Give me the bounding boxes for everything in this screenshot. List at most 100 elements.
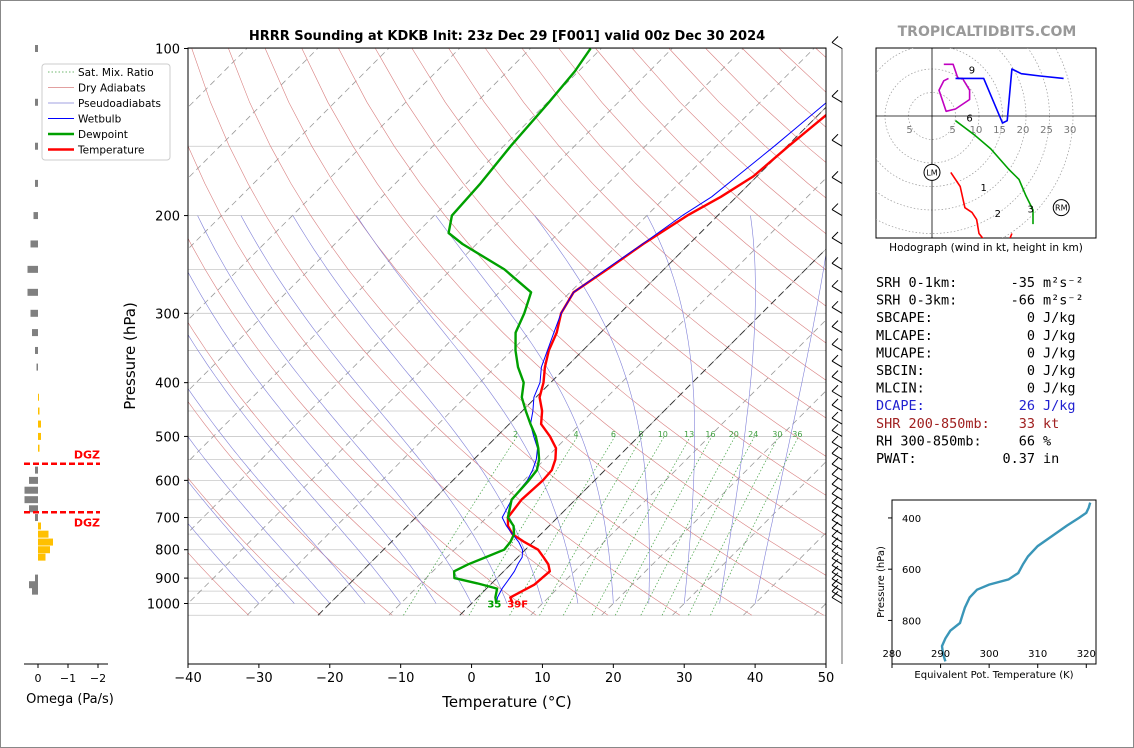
- index-value: -35: [1011, 275, 1035, 291]
- dry-adiabat: [191, 48, 681, 616]
- isotherm-line: [601, 390, 826, 616]
- theta-e-frame: [891, 499, 1097, 665]
- hodograph-inner: 5 10 15 20 25 30 5 9 6 1 2 3 LM RM: [876, 48, 1096, 238]
- key-isotherm-line: [459, 248, 826, 616]
- dry-adiabat: [188, 477, 321, 616]
- mixing-ratio-line: [509, 436, 616, 616]
- hodograph-ring-label: 10: [970, 125, 983, 136]
- surface-temperature-label: 39F: [507, 600, 528, 611]
- legend-entry: Dewpoint: [78, 129, 128, 141]
- hodograph-height-label: 9: [969, 66, 975, 77]
- index-label: MLCIN:: [876, 381, 925, 397]
- storm-motion-label: LM: [926, 168, 937, 177]
- index-value: 0.37: [1002, 451, 1035, 467]
- wind-barb-flag: [831, 133, 839, 141]
- omega-bar: [29, 581, 38, 589]
- wind-barb: [831, 306, 843, 314]
- wind-barb: [831, 360, 843, 368]
- pseudoadiabat: [188, 522, 260, 604]
- hodograph-height-label: 3: [1028, 204, 1034, 215]
- hodograph-ring-label: 25: [1040, 125, 1053, 136]
- omega-bar: [38, 530, 49, 538]
- y-tick-label: 900: [155, 572, 180, 587]
- omega-bar: [38, 432, 41, 440]
- omega-bar: [38, 546, 50, 554]
- dry-adiabat: [521, 48, 826, 344]
- index-unit: J/kg: [1043, 328, 1076, 344]
- omega-axis-label: Omega (Pa/s): [26, 692, 114, 707]
- wind-barb-flag: [831, 513, 839, 521]
- mixing-ratio-label: 2: [513, 430, 518, 439]
- wind-barb: [831, 417, 843, 425]
- wind-barb: [831, 597, 843, 604]
- omega-tick-label: 0: [35, 672, 42, 685]
- wind-barb-flag: [831, 521, 839, 529]
- isotherm-line: [388, 177, 826, 616]
- omega-bar: [35, 179, 38, 187]
- y-tick-label: 700: [155, 512, 180, 527]
- wind-barb-flag: [831, 89, 839, 97]
- wind-barb-flag: [831, 572, 839, 580]
- pseudoadiabat: [435, 215, 614, 604]
- isotherm-line: [188, 48, 673, 534]
- hodograph-caption: Hodograph (wind in kt, height in km): [889, 242, 1083, 254]
- omega-bar: [38, 522, 41, 530]
- pseudoadiabat: [188, 388, 366, 604]
- x-tick-label: −20: [316, 671, 343, 686]
- wind-barb: [831, 502, 843, 510]
- omega-bar: [38, 393, 39, 401]
- wind-barb: [831, 564, 843, 572]
- omega-bar: [35, 574, 38, 582]
- y-tick-label: 100: [155, 43, 180, 58]
- wind-barb: [831, 429, 843, 437]
- wind-barb-flag: [831, 171, 839, 178]
- pseudoadiabat: [188, 271, 437, 604]
- dgz-label: DGZ: [74, 516, 100, 529]
- watermark: TROPICALTIDBITS.COM: [898, 24, 1077, 40]
- index-label: RH 300-850mb:: [876, 433, 982, 449]
- index-label: SRH 0-1km:: [876, 275, 957, 291]
- wind-barb-flag: [831, 468, 839, 475]
- wind-barb: [831, 390, 843, 398]
- wind-barb-flag: [831, 505, 839, 512]
- legend-entry: Temperature: [77, 145, 145, 157]
- wind-barb-flag: [831, 477, 839, 485]
- theta-e-x-tick-label: 300: [980, 649, 999, 660]
- wind-barb-flag: [831, 457, 839, 465]
- x-axis-label: Temperature (°C): [441, 693, 571, 711]
- wind-barb-flag: [831, 487, 839, 495]
- wind-barb-flag: [831, 203, 839, 210]
- hodograph-ring-label: 5: [949, 125, 955, 136]
- omega-bar: [30, 240, 38, 248]
- dry-adiabat: [188, 145, 609, 616]
- wind-barbs: [831, 36, 843, 664]
- x-tick-label: −30: [245, 671, 272, 686]
- omega-bar: [35, 346, 38, 354]
- index-label: DCAPE:: [876, 398, 925, 414]
- x-tick-label: 20: [605, 671, 622, 686]
- index-label: PWAT:: [876, 451, 917, 467]
- wind-barb-flag: [831, 257, 839, 264]
- index-unit: in: [1043, 451, 1059, 467]
- omega-bar: [36, 363, 38, 371]
- x-tick-label: 0: [467, 671, 475, 686]
- mixing-ratio-label: 10: [658, 430, 668, 439]
- isotherm-line: [0, 49, 34, 616]
- pseudoadiabat: [754, 252, 826, 604]
- index-value: 0: [1027, 328, 1035, 344]
- storm-motion-marker: [1052, 199, 1070, 217]
- wind-barb-flag: [831, 231, 839, 239]
- pseudoadiabat: [534, 215, 650, 604]
- mixing-ratio-label: 4: [573, 430, 578, 439]
- index-unit: J/kg: [1043, 310, 1076, 326]
- mixing-ratio-line: [710, 436, 799, 616]
- pseudoadiabat: [719, 215, 756, 604]
- hodograph-height-label: 1: [981, 183, 987, 194]
- isotherm-line: [246, 48, 815, 616]
- wind-barb-flag: [831, 279, 839, 287]
- dry-adiabat: [448, 48, 826, 419]
- wind-barb: [831, 344, 843, 351]
- index-value: 0: [1027, 363, 1035, 379]
- omega-bar: [38, 407, 40, 415]
- wind-barb: [831, 584, 843, 592]
